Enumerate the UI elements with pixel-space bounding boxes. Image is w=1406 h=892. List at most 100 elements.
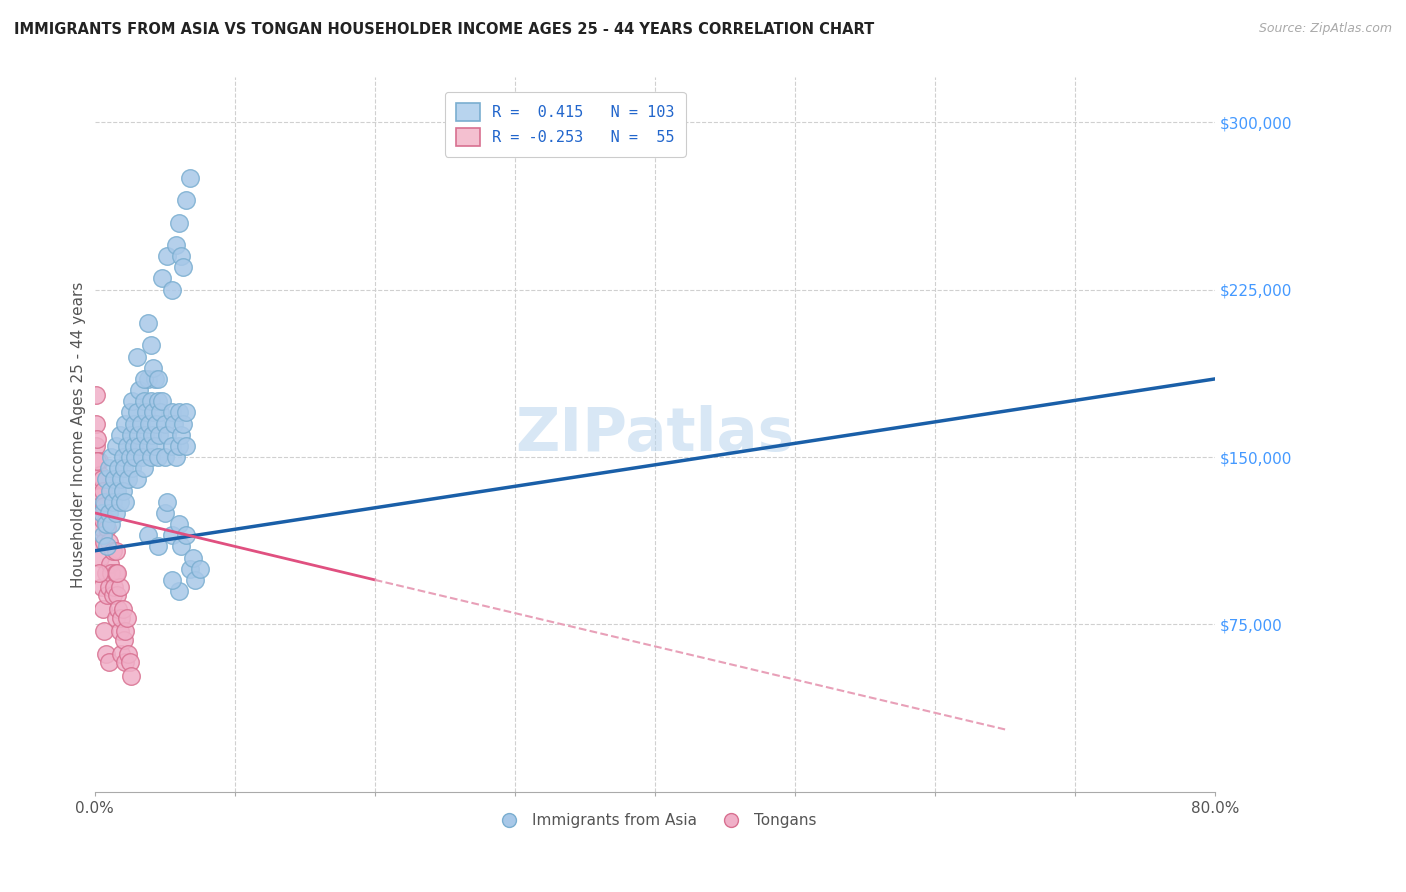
Point [132,461,155,475]
Point [86,472,108,486]
Point [89,467,111,482]
Point [146,539,169,553]
Point [86,454,108,468]
Point [117,472,139,486]
Point [136,316,159,330]
Point [90,506,112,520]
Text: IMMIGRANTS FROM ASIA VS TONGAN HOUSEHOLDER INCOME AGES 25 - 44 YEARS CORRELATION: IMMIGRANTS FROM ASIA VS TONGAN HOUSEHOLD… [14,22,875,37]
Point [139,338,162,352]
Point [121,394,143,409]
Point [104,611,127,625]
Point [94,472,117,486]
Point [87,566,110,581]
Point [115,439,138,453]
Point [93,494,115,508]
Point [174,439,197,453]
Point [142,360,165,375]
Point [179,170,201,185]
Point [94,516,117,531]
Point [97,461,120,475]
Point [108,580,131,594]
Point [107,602,129,616]
Point [84,454,107,468]
Point [143,439,166,453]
Point [184,573,207,587]
Point [128,439,150,453]
Point [103,580,125,594]
Point [110,472,132,486]
Point [101,543,124,558]
Point [174,528,197,542]
Point [118,405,141,419]
Point [84,417,107,431]
Point [145,417,167,431]
Point [167,405,190,419]
Point [90,472,112,486]
Point [103,472,125,486]
Point [105,566,128,581]
Point [174,193,197,207]
Point [107,461,129,475]
Point [91,512,114,526]
Point [114,624,136,639]
Point [89,550,111,565]
Point [100,566,122,581]
Point [129,417,152,431]
Point [94,512,117,526]
Point [170,249,193,263]
Point [110,611,132,625]
Point [114,417,136,431]
Point [150,271,173,285]
Point [120,669,142,683]
Point [131,450,153,464]
Point [139,450,162,464]
Point [165,238,187,252]
Point [160,528,183,542]
Point [94,647,117,661]
Point [160,405,183,419]
Point [111,602,134,616]
Point [87,490,110,504]
Point [153,450,176,464]
Point [111,450,134,464]
Point [167,216,190,230]
Point [122,439,145,453]
Point [179,562,201,576]
Point [91,483,114,498]
Point [104,439,127,453]
Point [98,558,121,572]
Point [153,506,176,520]
Point [105,483,128,498]
Point [108,624,131,639]
Point [118,656,141,670]
Point [138,417,160,431]
Point [134,427,156,442]
Point [165,450,187,464]
Point [112,633,135,648]
Point [84,439,107,453]
Point [153,417,176,431]
Point [142,405,165,419]
Point [90,580,112,594]
Point [143,372,166,386]
Point [97,580,120,594]
Point [108,427,131,442]
Point [104,566,127,581]
Point [160,439,183,453]
Point [146,372,169,386]
Point [93,534,115,549]
Point [141,427,163,442]
Point [89,499,111,513]
Point [148,427,170,442]
Point [120,427,142,442]
Point [167,439,190,453]
Point [91,528,114,542]
Point [125,350,148,364]
Point [181,550,204,565]
Point [114,656,136,670]
Point [96,589,118,603]
Point [97,506,120,520]
Point [110,647,132,661]
Point [114,494,136,508]
Point [93,624,115,639]
